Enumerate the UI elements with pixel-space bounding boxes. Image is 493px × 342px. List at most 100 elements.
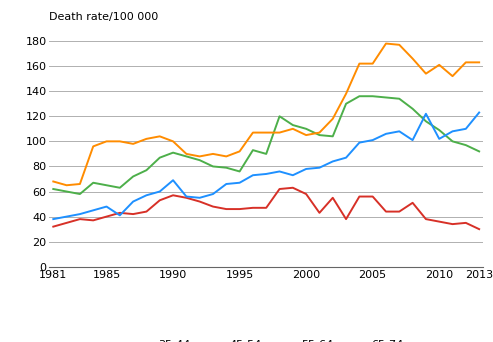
55-64 [463, 60, 469, 64]
35-44 [330, 196, 336, 200]
45-54 [423, 119, 429, 123]
55-64 [303, 133, 309, 137]
65-74 [383, 132, 389, 136]
35-44 [450, 222, 456, 226]
65-74 [396, 129, 402, 133]
55-64 [170, 139, 176, 143]
45-54 [170, 150, 176, 155]
65-74 [410, 138, 416, 142]
35-44 [237, 207, 243, 211]
65-74 [303, 167, 309, 171]
35-44 [183, 196, 189, 200]
55-64 [263, 131, 269, 135]
55-64 [356, 62, 362, 66]
65-74 [117, 213, 123, 218]
45-54 [436, 128, 442, 132]
45-54 [317, 133, 322, 137]
Line: 35-44: 35-44 [53, 188, 479, 229]
35-44 [90, 218, 96, 222]
35-44 [210, 205, 216, 209]
45-54 [77, 192, 83, 196]
55-64 [64, 183, 70, 187]
65-74 [90, 208, 96, 212]
55-64 [197, 154, 203, 158]
65-74 [423, 112, 429, 116]
65-74 [170, 178, 176, 182]
55-64 [383, 41, 389, 45]
65-74 [237, 181, 243, 185]
45-54 [277, 114, 282, 118]
45-54 [383, 95, 389, 100]
35-44 [117, 211, 123, 215]
35-44 [290, 186, 296, 190]
55-64 [436, 63, 442, 67]
55-64 [370, 62, 376, 66]
65-74 [476, 110, 482, 115]
35-44 [263, 206, 269, 210]
35-44 [423, 217, 429, 221]
55-64 [143, 137, 149, 141]
55-64 [90, 144, 96, 148]
55-64 [476, 60, 482, 64]
55-64 [223, 154, 229, 158]
55-64 [117, 139, 123, 143]
35-44 [77, 217, 83, 221]
45-54 [210, 165, 216, 169]
35-44 [343, 217, 349, 221]
65-74 [450, 129, 456, 133]
65-74 [343, 156, 349, 160]
35-44 [476, 227, 482, 231]
55-64 [317, 131, 322, 135]
65-74 [356, 141, 362, 145]
45-54 [197, 158, 203, 162]
35-44 [50, 225, 56, 229]
45-54 [157, 156, 163, 160]
55-64 [77, 182, 83, 186]
35-44 [170, 193, 176, 197]
55-64 [130, 142, 136, 146]
Line: 45-54: 45-54 [53, 96, 479, 194]
35-44 [383, 210, 389, 214]
35-44 [317, 211, 322, 215]
65-74 [130, 199, 136, 203]
55-64 [343, 92, 349, 96]
35-44 [410, 201, 416, 205]
55-64 [183, 152, 189, 156]
55-64 [290, 127, 296, 131]
65-74 [436, 137, 442, 141]
65-74 [290, 173, 296, 177]
55-64 [157, 134, 163, 139]
45-54 [450, 139, 456, 143]
35-44 [130, 212, 136, 216]
65-74 [463, 127, 469, 131]
65-74 [250, 173, 256, 177]
45-54 [263, 152, 269, 156]
65-74 [143, 193, 149, 197]
45-54 [223, 166, 229, 170]
35-44 [436, 220, 442, 224]
55-64 [104, 139, 109, 143]
65-74 [64, 214, 70, 219]
35-44 [356, 195, 362, 199]
55-64 [423, 71, 429, 76]
45-54 [130, 174, 136, 179]
45-54 [356, 94, 362, 98]
65-74 [317, 166, 322, 170]
45-54 [410, 107, 416, 111]
35-44 [197, 199, 203, 203]
55-64 [396, 43, 402, 47]
55-64 [410, 56, 416, 61]
45-54 [290, 123, 296, 127]
55-64 [277, 131, 282, 135]
45-54 [50, 187, 56, 191]
Line: 55-64: 55-64 [53, 43, 479, 185]
45-54 [396, 97, 402, 101]
65-74 [277, 169, 282, 173]
35-44 [396, 210, 402, 214]
45-54 [250, 148, 256, 152]
35-44 [277, 187, 282, 191]
65-74 [183, 195, 189, 199]
45-54 [183, 154, 189, 158]
35-44 [223, 207, 229, 211]
45-54 [117, 186, 123, 190]
